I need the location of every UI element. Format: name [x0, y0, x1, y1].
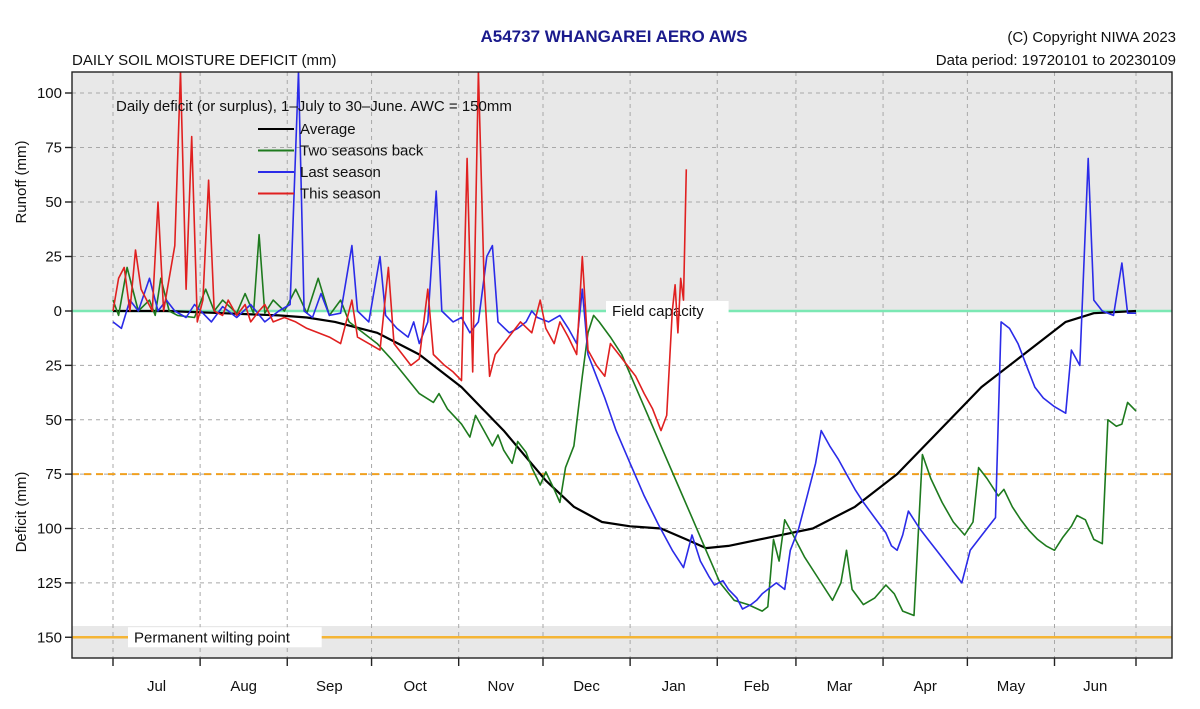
legend-label-1: Two seasons back: [300, 143, 424, 160]
x-tick-label-mar: Mar: [827, 678, 853, 695]
legend-label-2: Last season: [300, 164, 381, 181]
grid-lines: [72, 72, 1172, 658]
legend-label-3: This season: [300, 186, 381, 203]
reference-label-background-0: [606, 301, 729, 321]
y-axis-lower-label: Deficit (mm): [13, 472, 30, 553]
y-tick-label-runoff-1: 75: [45, 140, 62, 157]
axes: 100 75 50 25 0 25 50 75 100 125 150 Jul Aug Sep Oct Nov…: [37, 71, 1173, 695]
legend-label-0: Average: [300, 121, 356, 138]
x-tick-label-nov: Nov: [487, 678, 514, 695]
y-tick-label-deficit-3: 100: [37, 521, 62, 538]
x-tick-label-may: May: [997, 678, 1026, 695]
series-lines: [112, 72, 1137, 617]
copyright-text: (C) Copyright NIWA 2023: [1007, 29, 1176, 46]
y-tick-label-runoff-4: 0: [54, 303, 62, 320]
x-tick-label-feb: Feb: [744, 678, 770, 695]
legend-note: Daily deficit (or surplus), 1–July to 30…: [116, 98, 512, 115]
reference-lines: Field capacity Permanent wilting point: [72, 301, 1172, 648]
plot-background: [72, 72, 1172, 658]
x-tick-label-jun: Jun: [1083, 678, 1107, 695]
x-tick-label-oct: Oct: [403, 678, 427, 695]
x-tick-label-dec: Dec: [573, 678, 600, 695]
series-line-average: [113, 309, 1137, 550]
x-tick-label-sep: Sep: [316, 678, 343, 695]
y-tick-label-deficit-1: 50: [45, 412, 62, 429]
x-tick-label-aug: Aug: [230, 678, 257, 695]
data-period-text: Data period: 19720101 to 20230109: [936, 52, 1176, 69]
chart-title: A54737 WHANGAREI AERO AWS: [480, 27, 747, 46]
deficit-area-background: [72, 311, 1172, 626]
y-tick-label-runoff-0: 100: [37, 85, 62, 102]
x-tick-label-apr: Apr: [914, 678, 937, 695]
legend: Daily deficit (or surplus), 1–July to 30…: [116, 98, 512, 203]
reference-line-label-2: Permanent wilting point: [134, 629, 291, 646]
x-tick-label-jul: Jul: [147, 678, 166, 695]
y-tick-label-runoff-2: 50: [45, 194, 62, 211]
x-tick-label-jan: Jan: [662, 678, 686, 695]
chart-subtitle: DAILY SOIL MOISTURE DEFICIT (mm): [72, 52, 336, 69]
series-line-two-seasons-back: [112, 233, 1137, 617]
runoff-area-background: [72, 72, 1172, 311]
y-tick-label-runoff-3: 25: [45, 249, 62, 266]
reference-label-background-2: [128, 627, 322, 648]
y-tick-label-deficit-0: 25: [45, 357, 62, 374]
y-tick-label-deficit-5: 150: [37, 629, 62, 646]
reference-line-label-0: Field capacity: [612, 303, 704, 320]
y-tick-label-deficit-2: 75: [45, 466, 62, 483]
y-axis-upper-label: Runoff (mm): [13, 140, 30, 223]
y-tick-label-deficit-4: 125: [37, 575, 62, 592]
series-line-this-season: [112, 72, 688, 432]
series-line-last-season: [112, 72, 1136, 610]
